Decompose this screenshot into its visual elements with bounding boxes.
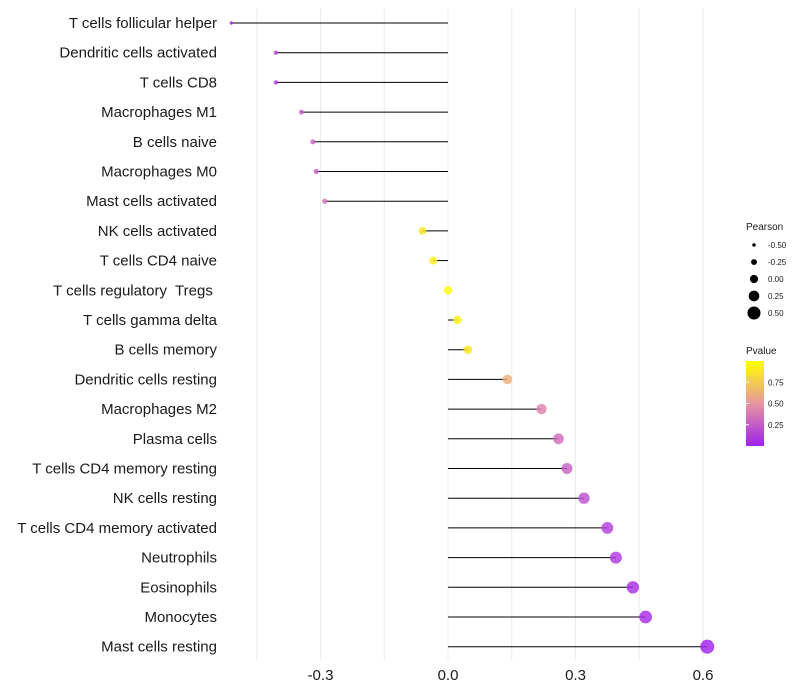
color-legend-label: 0.50 [768, 400, 784, 409]
lollipop-point [322, 198, 328, 204]
size-legend-dot [752, 243, 756, 247]
x-tick-label: 0.3 [565, 667, 586, 684]
category-axis: T cells follicular helper Dendritic cells… [17, 15, 217, 656]
lollipop-point [273, 50, 279, 55]
color-legend-bar [746, 361, 764, 446]
category-label: Dendritic cells activated [59, 45, 217, 62]
stem-layer [231, 22, 708, 648]
color-legend-title: Pvalue [746, 346, 777, 357]
lollipop-point [561, 463, 573, 474]
category-label: T cells CD8 [140, 74, 217, 91]
point-layer [229, 21, 715, 654]
size-legend-dot [748, 290, 760, 302]
size-legend-label: -0.25 [768, 258, 787, 267]
lollipop-point [443, 286, 453, 295]
lollipop-point [609, 551, 622, 564]
category-label: Mast cells resting [101, 639, 217, 656]
category-label: T cells CD4 memory resting [32, 461, 217, 478]
lollipop-point [553, 433, 564, 445]
lollipop-point [601, 521, 614, 534]
lollipop-point [502, 374, 513, 385]
size-legend-dot [751, 259, 757, 265]
lollipop-point [639, 610, 652, 624]
category-label: T cells follicular helper [69, 15, 217, 32]
size-legend-label: 0.25 [768, 292, 784, 301]
category-label: Monocytes [144, 609, 217, 626]
x-axis: -0.3 0.0 0.3 0.6 [308, 667, 714, 684]
lollipop-point [298, 109, 304, 115]
x-tick-label: 0.6 [693, 667, 714, 684]
lollipop-point [536, 403, 547, 415]
lollipop-point [578, 492, 590, 504]
size-legend-label: 0.00 [768, 275, 784, 284]
category-label: B cells memory [114, 342, 217, 359]
category-label: Mast cells activated [86, 193, 217, 210]
x-tick-label: -0.3 [308, 667, 334, 684]
lollipop-point [310, 139, 316, 145]
size-legend-dot [749, 274, 759, 284]
category-label: Plasma cells [133, 431, 217, 448]
lollipop-point [453, 315, 462, 325]
size-legend-dot [747, 306, 761, 320]
lollipop-point [463, 345, 473, 355]
category-label: Macrophages M0 [101, 164, 217, 181]
size-legend-label: -0.50 [768, 241, 787, 250]
category-label: NK cells activated [98, 223, 217, 240]
size-legend-label: 0.50 [768, 309, 784, 318]
category-label: T cells gamma delta [83, 312, 218, 329]
category-label: B cells naive [133, 134, 217, 151]
x-tick-label: 0.0 [438, 667, 459, 684]
lollipop-point [273, 80, 279, 85]
category-label: T cells regulatory Tregs [53, 282, 217, 299]
grid-layer [256, 8, 704, 660]
color-legend-label: 0.25 [768, 421, 784, 430]
category-label: T cells CD4 memory activated [17, 520, 217, 537]
lollipop-point [429, 256, 438, 265]
category-label: T cells CD4 naive [100, 253, 217, 270]
category-label: Macrophages M2 [101, 401, 217, 418]
category-label: Neutrophils [141, 550, 217, 567]
lollipop-point [313, 168, 319, 175]
lollipop-point [700, 639, 715, 654]
category-label: Macrophages M1 [101, 104, 217, 121]
size-legend-title: Pearson [746, 222, 783, 233]
lollipop-point [229, 21, 233, 25]
category-label: Eosinophils [140, 579, 217, 596]
category-label: Dendritic cells resting [74, 371, 217, 388]
lollipop-point [626, 581, 640, 594]
size-legend: Pearson -0.50 -0.25 0.00 0.25 0.50 [746, 222, 787, 320]
color-legend: Pvalue 0.75 0.50 0.25 [746, 346, 784, 446]
color-legend-label: 0.75 [768, 378, 784, 387]
lollipop-point [418, 227, 427, 235]
category-label: NK cells resting [113, 490, 217, 507]
